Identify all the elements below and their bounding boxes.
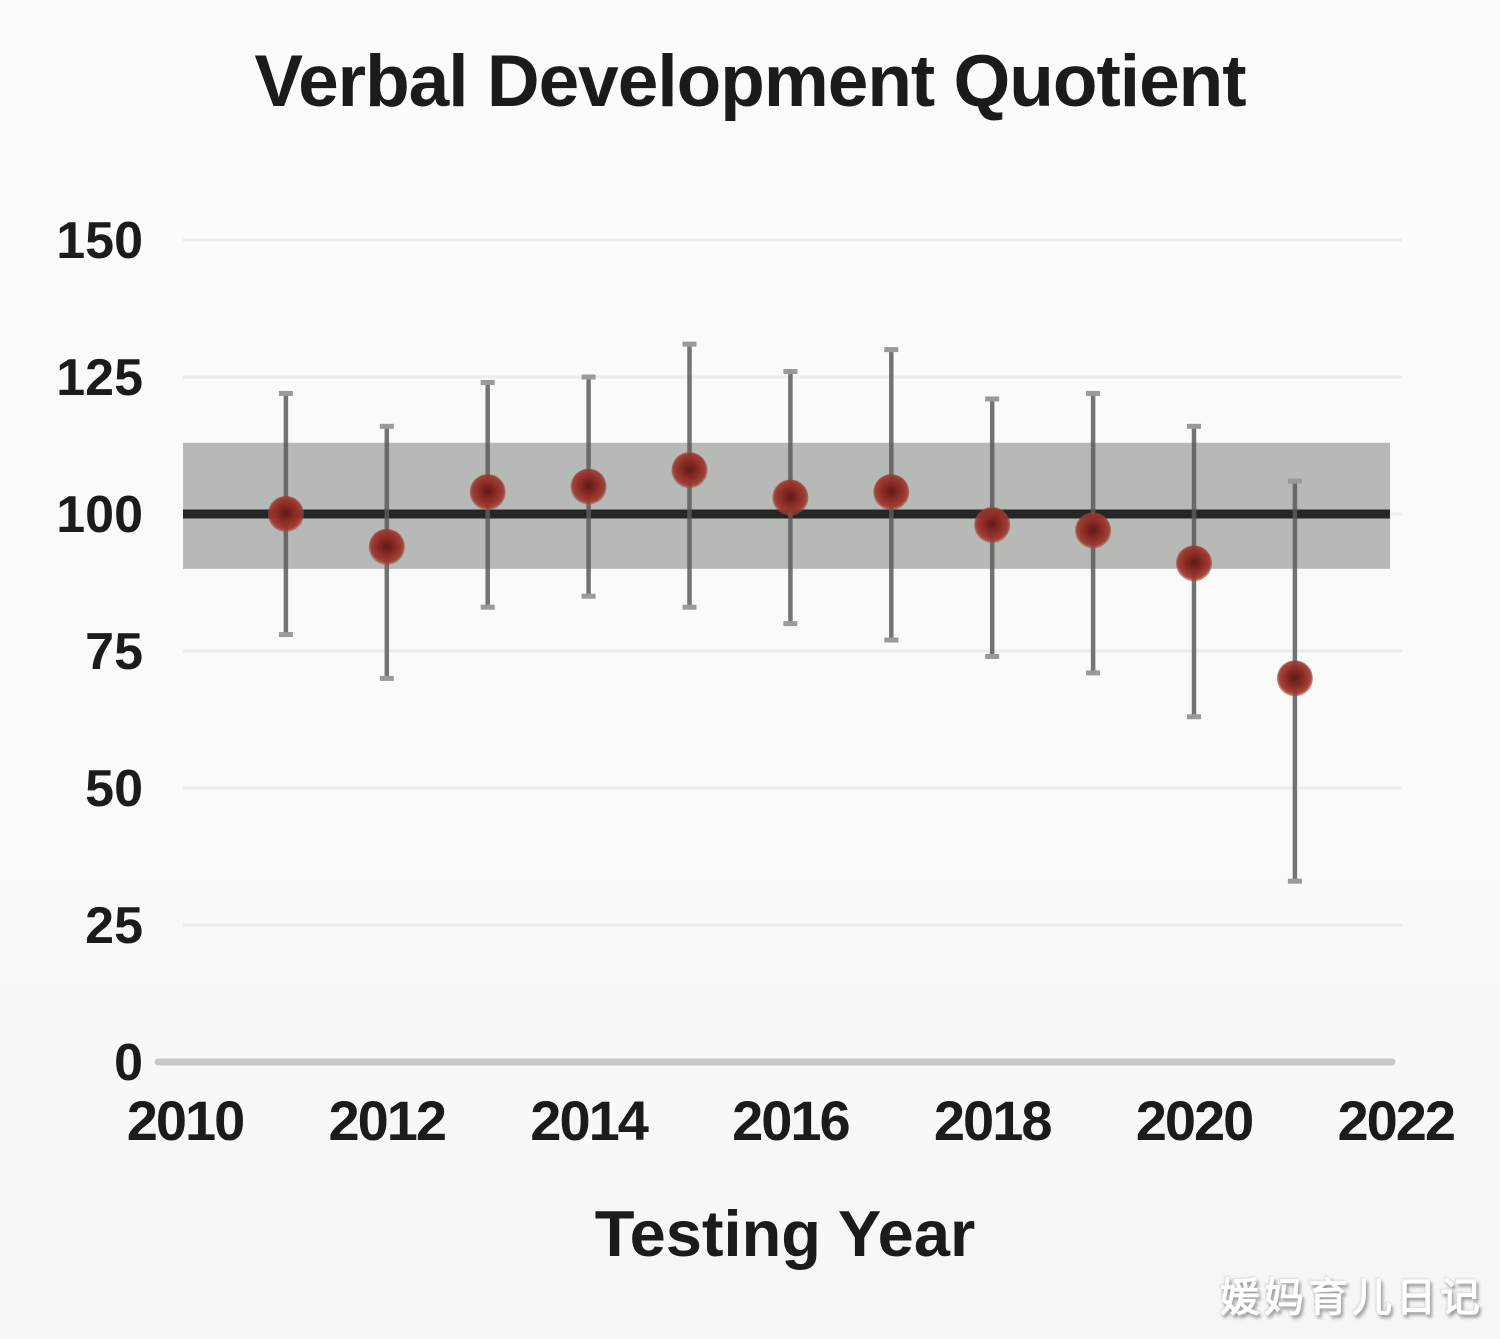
y-tick-100: 100 [56,486,143,544]
data-point-2013 [469,474,506,511]
y-tick-0: 0 [114,1034,143,1092]
data-point-2019 [1075,512,1112,549]
data-point-2011 [267,496,304,532]
x-tick-2012: 2012 [329,1089,446,1152]
watermark: 媛妈育儿日记 [1220,1276,1484,1320]
x-tick-2018: 2018 [934,1089,1051,1152]
data-point-2020 [1176,545,1212,582]
data-point-2012 [368,528,405,565]
data-point-2017 [873,474,910,511]
data-point-2014 [570,468,607,505]
x-tick-2022: 2022 [1338,1089,1455,1152]
x-tick-2016: 2016 [732,1089,849,1152]
x-tick-2014: 2014 [530,1089,648,1152]
y-tick-50: 50 [85,760,143,818]
x-axis-title: Testing Year [594,1197,976,1270]
y-tick-150: 150 [56,212,143,270]
data-point-2021 [1276,660,1313,697]
chart-title: Verbal Development Quotient [254,41,1246,122]
x-tick-2010: 2010 [127,1089,244,1152]
x-tick-2020: 2020 [1136,1089,1253,1152]
y-tick-25: 25 [85,897,143,955]
data-point-2016 [772,479,809,516]
y-tick-75: 75 [85,623,143,681]
data-point-2015 [671,452,708,489]
data-point-2018 [974,506,1011,543]
y-tick-125: 125 [56,349,143,407]
